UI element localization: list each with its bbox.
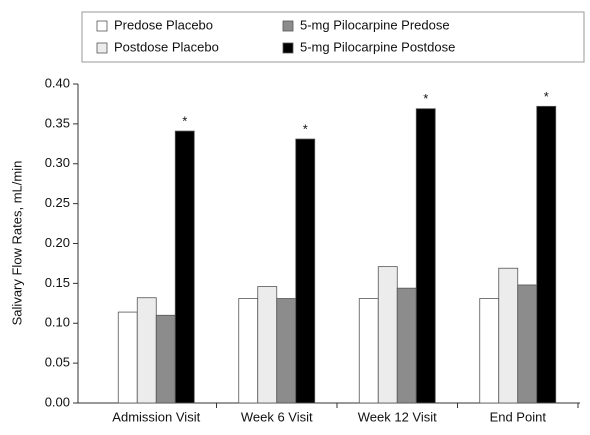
legend-swatch xyxy=(96,20,108,32)
x-tick-label: Week 6 Visit xyxy=(241,409,313,424)
legend-label: Postdose Placebo xyxy=(114,39,219,54)
annotation: * xyxy=(182,113,187,128)
bar xyxy=(358,298,379,404)
legend-box xyxy=(81,11,585,63)
y-tick-label: 0.25 xyxy=(45,195,70,210)
bar xyxy=(536,105,557,404)
bar xyxy=(238,298,259,404)
bar xyxy=(415,108,436,404)
y-tick-label: 0.00 xyxy=(45,394,70,409)
annotation: * xyxy=(303,121,308,136)
y-axis-label: Salivary Flow Rates, mL/min xyxy=(9,161,24,326)
legend-label: 5-mg Pilocarpine Predose xyxy=(300,17,450,32)
x-tick-label: End Point xyxy=(490,409,547,424)
bar xyxy=(295,138,316,404)
x-tick-label: Admission Visit xyxy=(112,409,200,424)
y-tick-label: 0.30 xyxy=(45,155,70,170)
bar xyxy=(136,297,157,404)
bar xyxy=(396,287,417,404)
y-tick-label: 0.40 xyxy=(45,75,70,90)
y-tick-label: 0.05 xyxy=(45,355,70,370)
y-tick-label: 0.10 xyxy=(45,315,70,330)
annotation: * xyxy=(544,89,549,104)
bar xyxy=(174,130,195,404)
legend-swatch xyxy=(282,20,294,32)
y-tick-label: 0.20 xyxy=(45,235,70,250)
legend-label: Predose Placebo xyxy=(114,17,213,32)
bar xyxy=(377,266,398,404)
bar xyxy=(155,314,176,404)
bar xyxy=(517,284,538,404)
y-tick-label: 0.35 xyxy=(45,115,70,130)
bar xyxy=(257,286,278,404)
bar xyxy=(276,298,297,404)
bar xyxy=(498,267,519,404)
bar xyxy=(479,298,500,404)
bar xyxy=(117,311,138,404)
legend-label: 5-mg Pilocarpine Postdose xyxy=(300,39,455,54)
legend-swatch xyxy=(282,42,294,54)
annotation: * xyxy=(423,91,428,106)
y-tick-label: 0.15 xyxy=(45,275,70,290)
legend-swatch xyxy=(96,42,108,54)
x-tick-label: Week 12 Visit xyxy=(358,409,437,424)
